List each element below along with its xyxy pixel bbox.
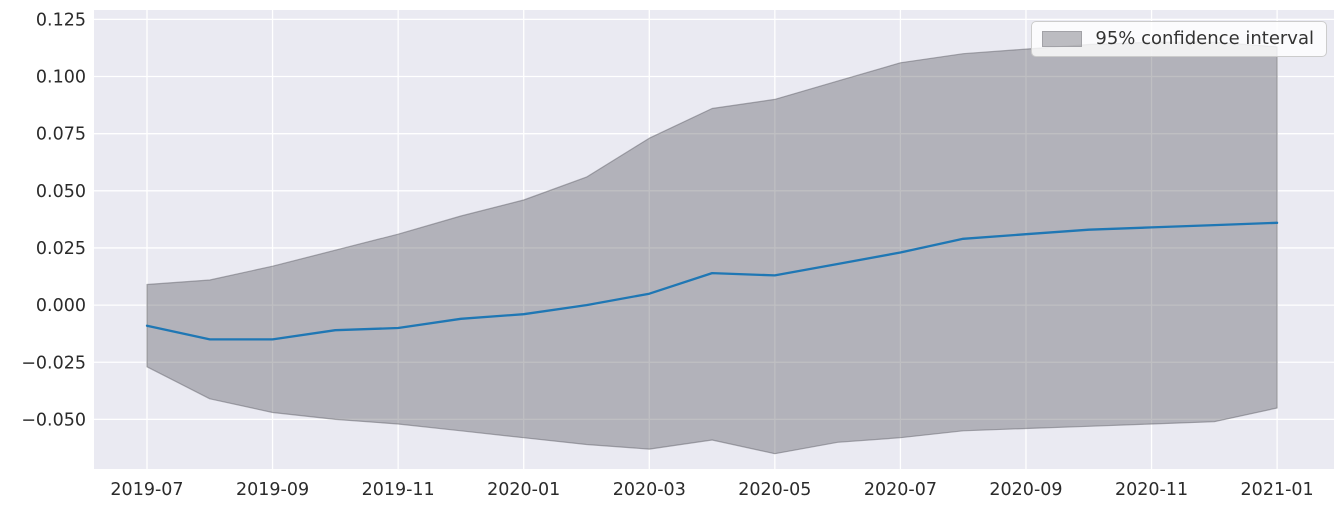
- y-tick-label: 0.075: [36, 125, 86, 145]
- x-tick-label: 2020-11: [1115, 480, 1188, 500]
- x-tick-label: 2019-09: [236, 480, 309, 500]
- y-tick-label: −0.025: [21, 353, 86, 373]
- y-tick-label: 0.100: [36, 68, 86, 88]
- ci-band-swatch-icon: [1042, 31, 1083, 47]
- x-tick-label: 2020-05: [738, 480, 811, 500]
- x-tick-label: 2020-07: [864, 480, 937, 500]
- legend-label: 95% confidence interval: [1095, 28, 1314, 49]
- x-tick-label: 2019-11: [362, 480, 435, 500]
- x-tick-label: 2020-09: [989, 480, 1062, 500]
- y-tick-label: 0.025: [36, 239, 86, 259]
- y-tick-label: 0.050: [36, 182, 86, 202]
- confidence-band: [146, 41, 1278, 455]
- x-tick-label: 2019-07: [110, 480, 183, 500]
- legend: 95% confidence interval: [1031, 21, 1327, 57]
- y-tick-label: 0.125: [36, 10, 86, 30]
- forecast-line: [145, 221, 1279, 341]
- x-tick-label: 2021-01: [1241, 480, 1314, 500]
- plot-area: [94, 10, 1334, 469]
- x-tick-label: 2020-03: [613, 480, 686, 500]
- x-tick-label: 2020-01: [487, 480, 560, 500]
- y-tick-label: −0.050: [21, 410, 86, 430]
- y-tick-label: 0.000: [36, 296, 86, 316]
